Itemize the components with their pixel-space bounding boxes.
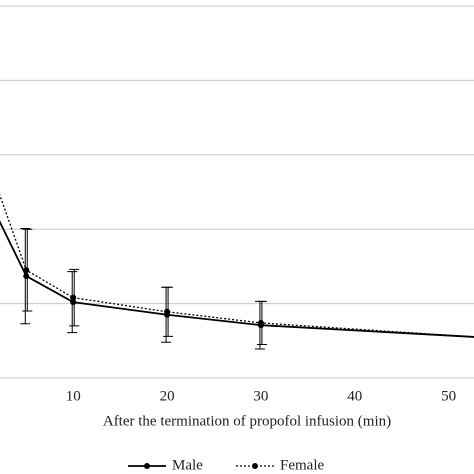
x-tick-label: 50 <box>441 388 456 404</box>
legend-label: Male <box>172 457 203 473</box>
point <box>23 273 30 280</box>
x-tick-label: 30 <box>253 388 268 404</box>
x-axis-label: After the termination of propofol infusi… <box>103 413 391 429</box>
legend-marker <box>252 463 258 469</box>
series-line <box>0 193 474 338</box>
x-tick-label: 10 <box>66 388 81 404</box>
plot-area <box>0 193 474 350</box>
legend-label: Female <box>280 457 324 473</box>
x-tick-label: 20 <box>160 388 175 404</box>
legend-marker <box>144 463 150 469</box>
series-line <box>0 220 474 338</box>
point <box>164 308 171 315</box>
point <box>70 294 77 301</box>
point <box>23 267 30 274</box>
point <box>257 319 264 326</box>
x-tick-label: 40 <box>347 388 362 404</box>
